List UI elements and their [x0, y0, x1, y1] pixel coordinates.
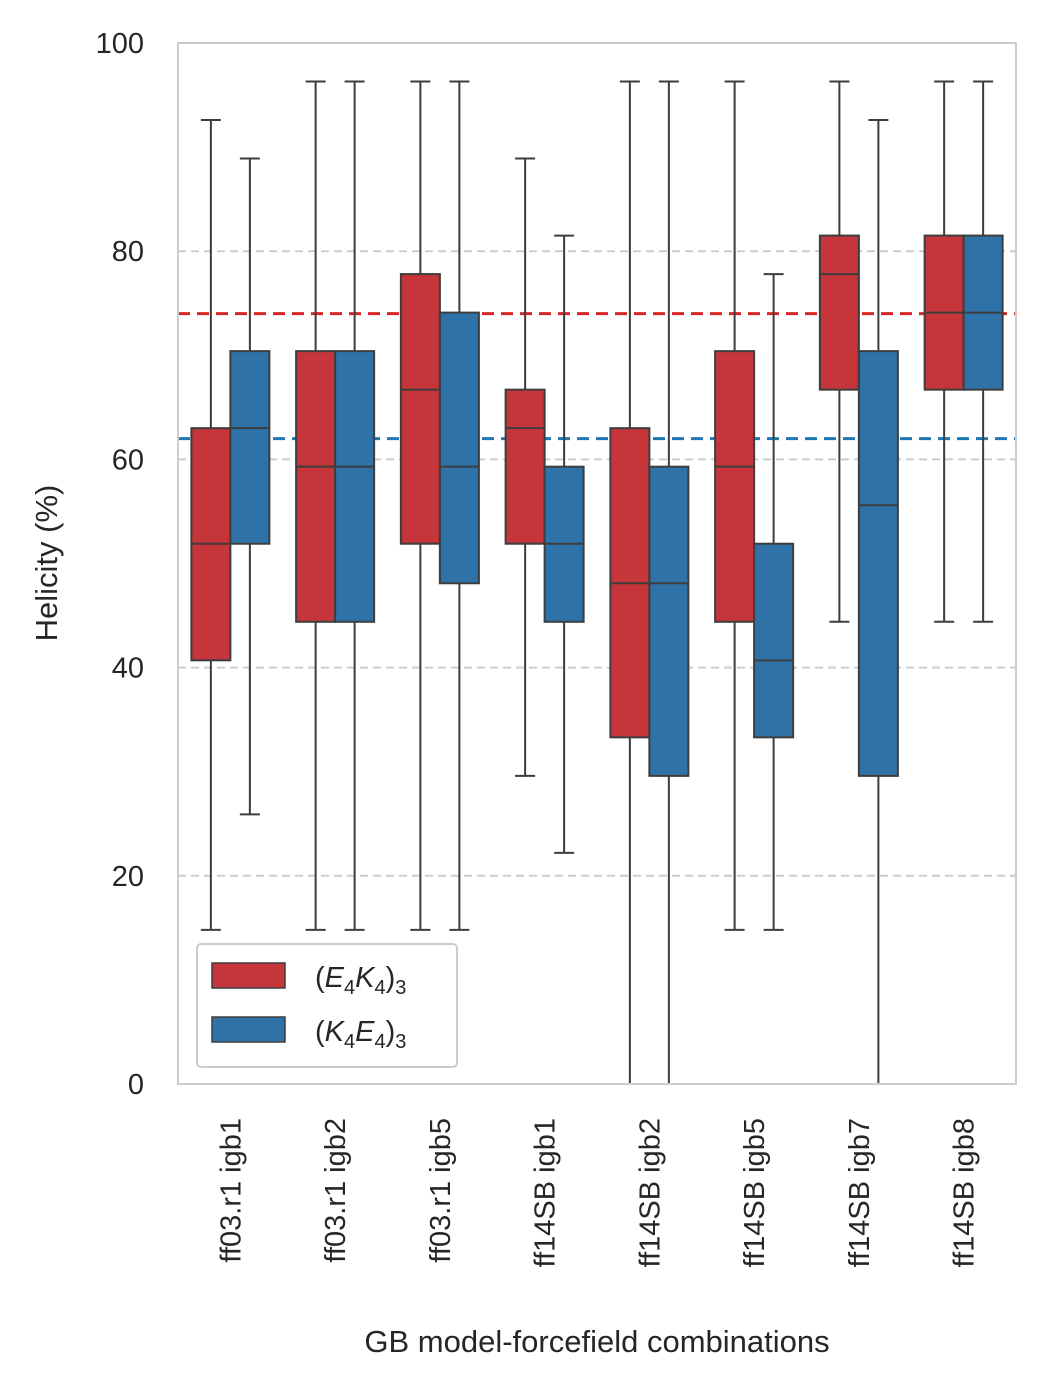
- legend-label-part: (: [315, 962, 325, 994]
- box: [399, 273, 441, 545]
- box-group: [818, 80, 860, 623]
- y-tick-label: 20: [112, 861, 144, 893]
- box: [714, 350, 756, 623]
- legend-swatch: [211, 962, 286, 989]
- box-group: [714, 80, 756, 931]
- y-tick-label: 100: [96, 28, 144, 60]
- legend: (E4K4)3(K4E4)3: [196, 943, 458, 1068]
- y-tick-labels: 0 20 40 60 80 100: [96, 28, 144, 1101]
- box-group: [753, 273, 795, 931]
- box-group: [229, 157, 271, 816]
- box: [438, 311, 480, 585]
- x-tick-label: ff14SB igb2: [634, 1118, 666, 1267]
- legend-label-part: K: [355, 962, 376, 994]
- box: [857, 350, 899, 777]
- x-tick-labels: ff03.r1 igb1 ff03.r1 igb2 ff03.r1 igb5 ff14…: [215, 1118, 980, 1267]
- legend-label-part: ): [386, 962, 396, 994]
- box-group: [438, 80, 480, 931]
- legend-label: (K4E4)3: [315, 1016, 406, 1053]
- y-tick-label: 40: [112, 653, 144, 685]
- legend-label-part: 3: [395, 977, 406, 999]
- box-group: [962, 80, 1004, 623]
- box-group: [857, 119, 899, 1085]
- box-group: [295, 80, 337, 931]
- legend-label-part: 4: [374, 1031, 385, 1053]
- legend-label-part: 4: [344, 1031, 355, 1053]
- box-group: [399, 80, 441, 931]
- y-tick-label: 60: [112, 444, 144, 476]
- legend-label-part: (: [315, 1016, 325, 1048]
- box: [818, 234, 860, 391]
- legend-label-part: 4: [344, 977, 355, 999]
- box-group: [648, 80, 690, 1085]
- box-series: [190, 80, 1004, 1085]
- grid-lines: [178, 250, 1016, 877]
- box: [504, 388, 546, 545]
- box-group: [923, 80, 965, 623]
- legend-label-part: ): [386, 1016, 396, 1048]
- box: [753, 542, 795, 739]
- plot-frame: [177, 42, 1017, 1085]
- legend-label-part: K: [325, 1016, 346, 1048]
- x-axis-label: GB model-forcefield combinations: [364, 1324, 829, 1359]
- box-group: [609, 80, 651, 1085]
- legend-label-part: E: [325, 962, 345, 994]
- x-tick-label: ff14SB igb1: [530, 1118, 562, 1267]
- y-tick-label: 0: [128, 1069, 144, 1101]
- x-tick-label: ff14SB igb8: [949, 1118, 981, 1267]
- x-tick-label: ff03.r1 igb5: [425, 1118, 457, 1263]
- legend-label: (E4K4)3: [315, 962, 406, 999]
- x-tick-label: ff03.r1 igb1: [215, 1118, 247, 1263]
- x-tick-label: ff03.r1 igb2: [320, 1118, 352, 1263]
- y-axis-label: Helicity (%): [29, 485, 64, 642]
- legend-label-part: E: [355, 1016, 375, 1048]
- box: [295, 350, 337, 623]
- legend-label-part: 3: [395, 1031, 406, 1053]
- legend-swatch: [211, 1016, 286, 1043]
- box-group: [190, 119, 232, 931]
- box: [648, 465, 690, 777]
- x-tick-label: ff14SB igb7: [844, 1118, 876, 1267]
- box: [229, 350, 271, 545]
- box: [334, 350, 376, 623]
- y-tick-label: 80: [112, 236, 144, 268]
- legend-label-part: 4: [374, 977, 385, 999]
- box-group: [543, 234, 585, 854]
- box-group: [504, 157, 546, 777]
- x-tick-label: ff14SB igb5: [739, 1118, 771, 1267]
- box-group: [334, 80, 376, 931]
